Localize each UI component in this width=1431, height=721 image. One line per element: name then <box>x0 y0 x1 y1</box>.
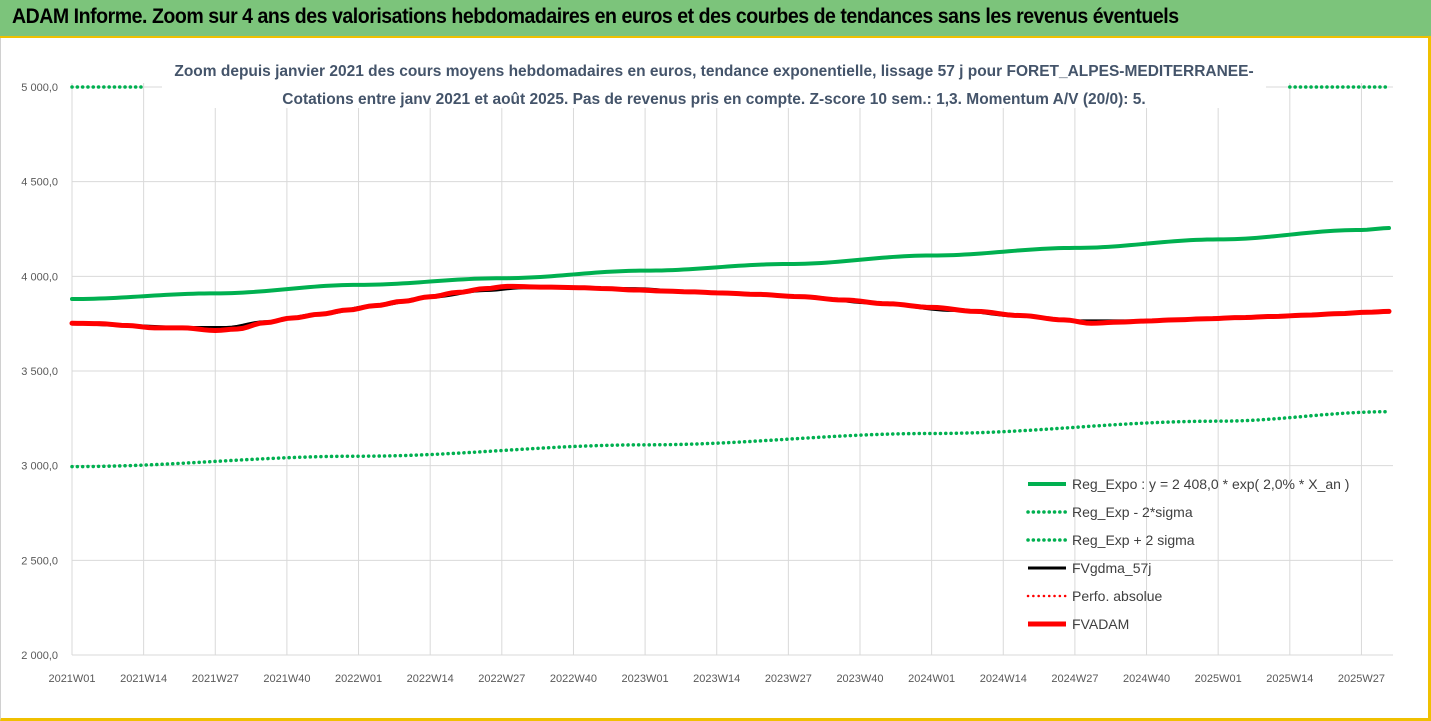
legend-label: Reg_Exp + 2 sigma <box>1072 532 1195 548</box>
series-lines <box>69 85 1392 469</box>
y-tick-label: 3 500,0 <box>21 366 58 378</box>
x-tick-label: 2023W01 <box>622 673 669 685</box>
x-tick-label: 2022W27 <box>478 673 525 685</box>
x-tick-label: 2021W27 <box>192 673 239 685</box>
x-tick-label: 2025W14 <box>1266 673 1313 685</box>
x-tick-label: 2022W14 <box>407 673 454 685</box>
chart-frame <box>0 38 1431 721</box>
x-tick-label: 2022W40 <box>550 673 597 685</box>
x-tick-label: 2025W01 <box>1195 673 1242 685</box>
chart-title-line1: Zoom depuis janvier 2021 des cours moyen… <box>174 63 1253 80</box>
x-tick-label: 2021W01 <box>48 673 95 685</box>
x-axis-ticks: 2021W01 2021W14 2021W27 2021W40 2022W01 2022W… <box>48 673 1385 685</box>
x-tick-label: 2025W27 <box>1338 673 1385 685</box>
legend-label: FVgdma_57j <box>1072 560 1151 576</box>
y-tick-label: 2 500,0 <box>21 555 58 567</box>
title-backdrop <box>162 54 1266 108</box>
x-tick-label: 2021W14 <box>120 673 167 685</box>
report-banner: ADAM Informe. Zoom sur 4 ans des valoris… <box>0 0 1431 38</box>
series-1-line <box>70 409 1391 469</box>
chart-title-line2: Cotations entre janv 2021 et août 2025. … <box>282 91 1145 108</box>
x-tick-label: 2024W14 <box>980 673 1027 685</box>
legend-label: Reg_Exp - 2*sigma <box>1072 504 1193 520</box>
chart-legend: Reg_Expo : y = 2 408,0 * exp( 2,0% * X_a… <box>1026 476 1349 632</box>
series-5-line <box>69 283 1392 333</box>
y-tick-label: 3 000,0 <box>21 461 58 473</box>
x-tick-label: 2024W40 <box>1123 673 1170 685</box>
x-tick-label: 2024W27 <box>1051 673 1098 685</box>
x-tick-label: 2021W40 <box>263 673 310 685</box>
x-tick-label: 2023W14 <box>693 673 740 685</box>
legend-label: Reg_Expo : y = 2 408,0 * exp( 2,0% * X_a… <box>1072 476 1349 492</box>
y-tick-label: 4 500,0 <box>21 177 58 189</box>
x-tick-label: 2022W01 <box>335 673 382 685</box>
series-0-line <box>70 226 1391 302</box>
x-tick-label: 2023W40 <box>836 673 883 685</box>
x-tick-label: 2024W01 <box>908 673 955 685</box>
y-tick-label: 2 000,0 <box>21 650 58 662</box>
grid-lines <box>71 83 1393 656</box>
y-axis-ticks: 2 000,0 2 500,0 3 000,0 3 500,0 4 000,0 4 500… <box>21 82 58 662</box>
y-tick-label: 5 000,0 <box>21 82 58 94</box>
legend-label: Perfo. absolue <box>1072 588 1162 604</box>
x-tick-label: 2023W27 <box>765 673 812 685</box>
legend-label: FVADAM <box>1072 616 1129 632</box>
y-tick-label: 4 000,0 <box>21 271 58 283</box>
report-title: ADAM Informe. Zoom sur 4 ans des valoris… <box>12 5 1179 28</box>
